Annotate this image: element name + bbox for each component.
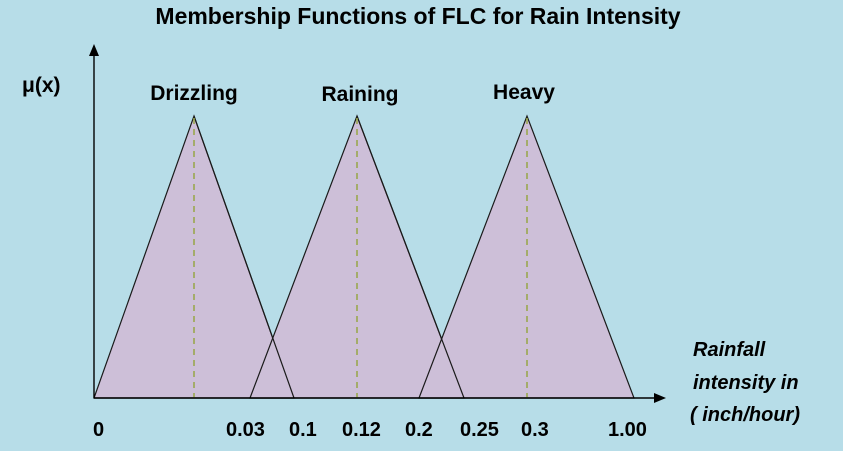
diagram-title: Membership Functions of FLC for Rain Int…: [155, 3, 680, 29]
x-axis-label-line: ( inch/hour): [690, 404, 800, 426]
triangle-drizzling: [93, 114, 295, 399]
tick-label: 0.25: [460, 419, 499, 441]
x-axis-label-line: intensity in: [693, 372, 799, 394]
triangle-heavy: [418, 114, 635, 399]
set-label-heavy: Heavy: [493, 81, 555, 104]
tick-label: 0.03: [226, 419, 265, 441]
x-axis-label-line: Rainfall: [693, 339, 766, 361]
y-axis-arrow-icon: [89, 44, 99, 56]
tick-label: 0: [93, 419, 104, 441]
set-label-raining: Raining: [322, 83, 399, 106]
tick-label: 0.3: [521, 419, 549, 441]
tick-label: 0.12: [342, 419, 381, 441]
tick-label: 0.1: [289, 419, 317, 441]
triangle-raining: [249, 114, 465, 399]
y-axis-label: μ(x): [22, 74, 61, 97]
raining-right-edge: [356, 115, 465, 399]
tick-label: 0.2: [405, 419, 433, 441]
x-axis-arrow-icon: [654, 393, 666, 403]
set-label-drizzling: Drizzling: [150, 82, 238, 105]
drizzling-right-edge: [193, 115, 295, 399]
tick-label: 1.00: [608, 419, 647, 441]
